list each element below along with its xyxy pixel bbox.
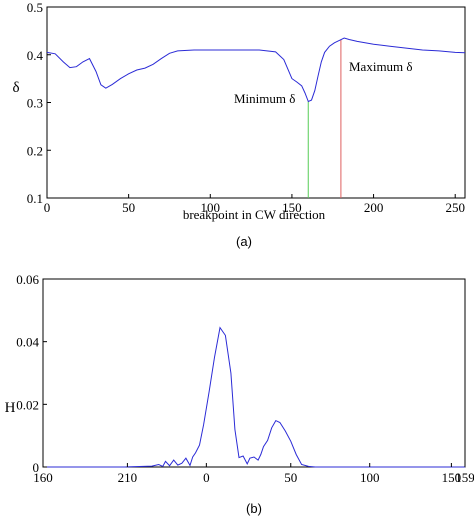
y-ticks: 0 0.02 0.04 0.06 xyxy=(16,272,47,475)
x-ticks: 0 50 100 150 200 250 xyxy=(44,194,465,215)
x-tick-label: 100 xyxy=(201,200,221,215)
series-group xyxy=(43,326,465,468)
minimum-annotation: Minimum δ xyxy=(234,91,295,106)
y-tick-label: 0.06 xyxy=(16,272,39,287)
y-tick-label: 0.1 xyxy=(27,191,43,206)
x-tick-label: 0 xyxy=(44,200,51,215)
y-ticks: 0.1 0.2 0.3 0.4 0.5 xyxy=(27,0,51,206)
x-tick-label: 200 xyxy=(364,200,384,215)
y-tick-label: 0.02 xyxy=(16,397,39,412)
x-tick-label: 0 xyxy=(203,470,210,485)
caption-a: (a) xyxy=(236,234,252,249)
x-tick-label: 100 xyxy=(360,470,380,485)
y-axis-label: H xyxy=(5,400,16,416)
series-line xyxy=(46,37,466,103)
y-tick-label: 0.3 xyxy=(27,96,43,111)
x-tick-label: 160 xyxy=(33,470,53,485)
plot-frame xyxy=(42,278,466,468)
y-tick-label: 0.4 xyxy=(27,48,44,63)
x-tick-label: 50 xyxy=(284,470,297,485)
marker-lines xyxy=(307,39,342,198)
x-tick-label: 50 xyxy=(122,200,135,215)
y-tick-label: 0.5 xyxy=(27,0,43,15)
series-group xyxy=(46,37,466,103)
chart-panel-a: 0 50 100 150 200 250 0.1 0.2 0.3 0.4 0.5 Minimum … xyxy=(12,0,466,249)
series-line xyxy=(43,326,465,468)
x-tick-label: 150 xyxy=(442,470,462,485)
maximum-annotation: Maximum δ xyxy=(349,59,413,74)
caption-b: (b) xyxy=(246,501,262,516)
x-axis-label: breakpoint in CW direction xyxy=(183,207,326,222)
x-tick-label: 150 xyxy=(282,200,302,215)
y-tick-label: 0 xyxy=(33,460,40,475)
x-tick-label: 250 xyxy=(445,200,465,215)
x-tick-label: 159 xyxy=(455,470,474,485)
y-tick-label: 0.2 xyxy=(27,143,43,158)
x-tick-label: 210 xyxy=(118,470,138,485)
y-axis-label: δ xyxy=(12,80,19,96)
y-tick-label: 0.04 xyxy=(16,335,39,350)
